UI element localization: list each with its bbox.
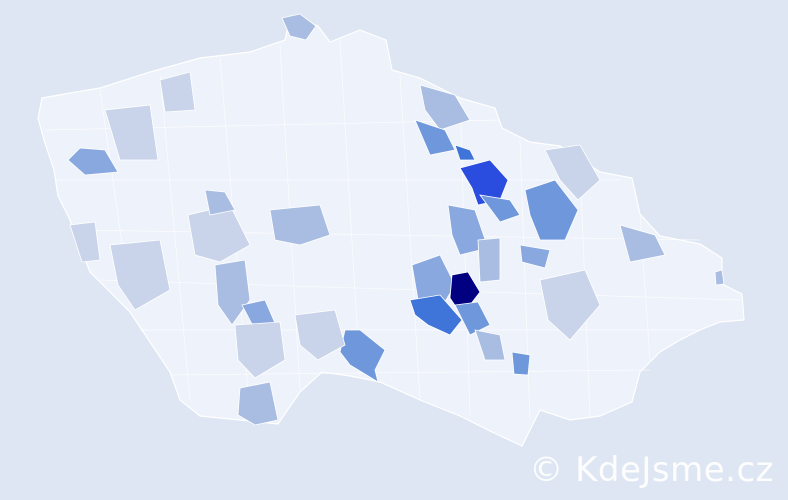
country-outline [37, 15, 745, 447]
watermark-logo: © KdeJsme.cz [529, 450, 774, 490]
highlighted-districts [67, 13, 725, 426]
